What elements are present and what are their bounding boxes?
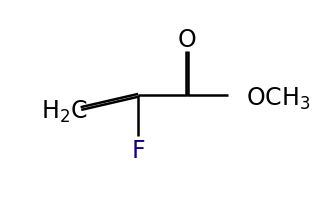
Text: O: O bbox=[178, 28, 196, 52]
Text: OCH$_3$: OCH$_3$ bbox=[246, 86, 310, 112]
Text: F: F bbox=[132, 138, 145, 162]
Text: H$_2$C: H$_2$C bbox=[41, 98, 87, 124]
